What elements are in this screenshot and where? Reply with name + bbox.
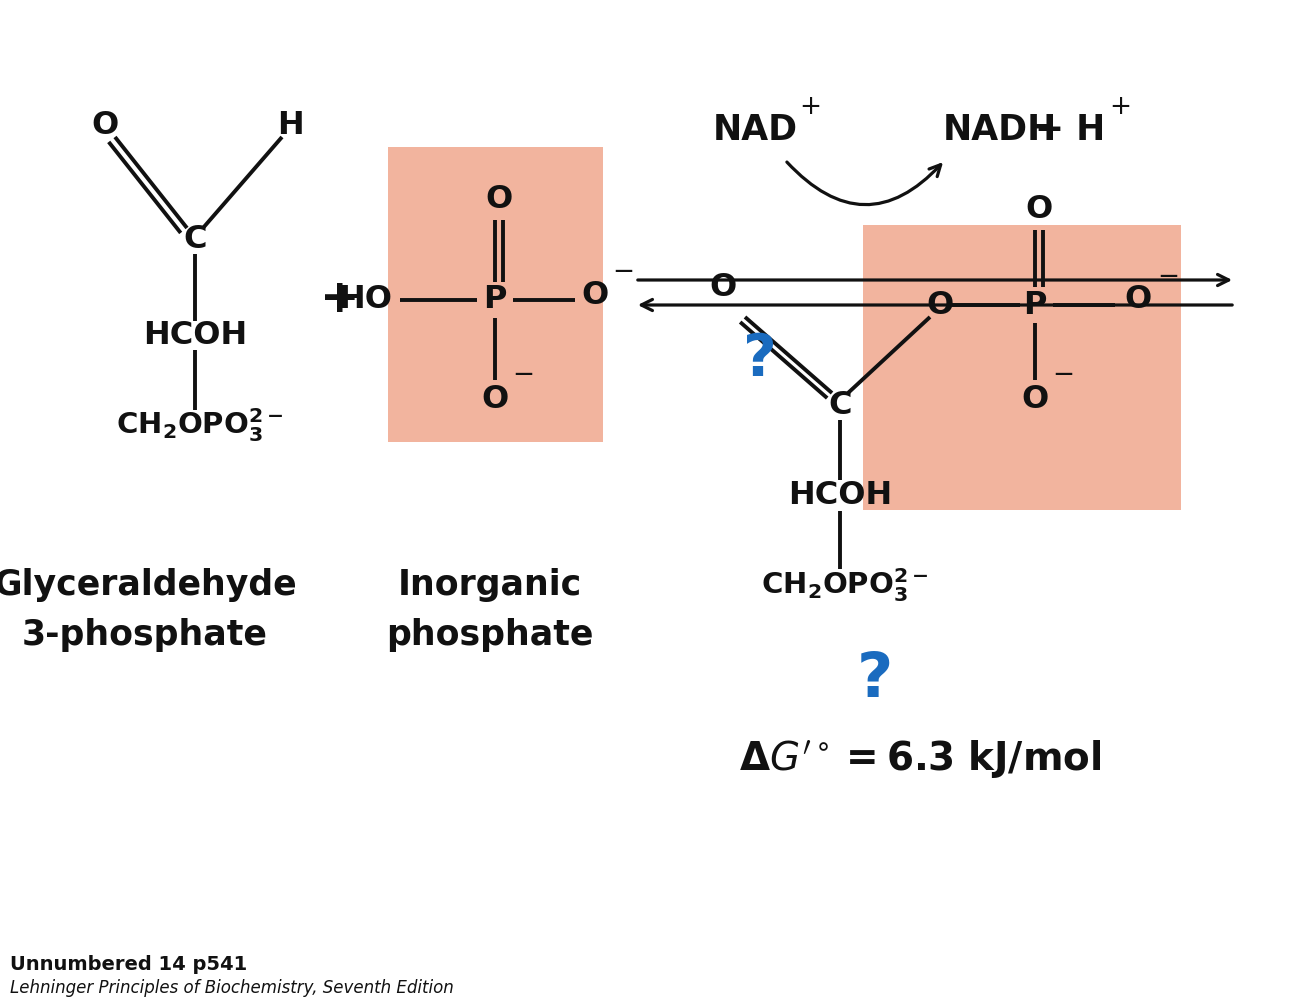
Text: Unnumbered 14 p541: Unnumbered 14 p541 [11,956,247,974]
Text: C: C [183,225,207,255]
Text: −: − [1157,264,1179,290]
Text: +: + [799,94,821,120]
Text: +: + [320,277,359,322]
Text: O: O [486,184,513,216]
Text: O: O [482,384,508,416]
Text: HO: HO [338,284,392,316]
Text: −: − [512,362,534,388]
Text: O: O [582,279,608,310]
Text: O: O [1025,194,1053,226]
Text: −: − [612,259,634,285]
Bar [863,225,1180,510]
Text: O: O [926,290,954,320]
Text: O: O [709,271,737,302]
Text: O: O [1021,384,1049,416]
Text: Inorganic: Inorganic [397,568,582,602]
Text: $\mathbf{CH_2OPO_3^{2-}}$: $\mathbf{CH_2OPO_3^{2-}}$ [116,406,283,444]
Text: 3-phosphate: 3-phosphate [22,618,268,652]
Text: HCOH: HCOH [788,480,892,510]
Text: ?: ? [744,332,776,388]
Text: phosphate: phosphate [387,618,594,652]
Text: O: O [1124,284,1152,316]
FancyArrowPatch shape [787,162,941,205]
Text: + H: + H [1034,113,1105,147]
Text: NAD: NAD [712,113,797,147]
Text: +: + [1109,94,1130,120]
Text: NADH: NADH [942,113,1057,147]
Bar [388,147,603,442]
Text: HCOH: HCOH [143,320,247,351]
Text: O: O [91,109,118,140]
Text: H: H [276,109,304,140]
Text: P: P [483,284,507,316]
Text: P: P [1024,290,1046,320]
Text: −: − [1051,362,1074,388]
Text: Lehninger Principles of Biochemistry, Seventh Edition: Lehninger Principles of Biochemistry, Se… [11,979,454,997]
Text: $\mathbf{\Delta \it{G}^{\prime \circ}}$$\mathbf{ = 6.3\ kJ/mol}$: $\mathbf{\Delta \it{G}^{\prime \circ}}$$… [738,739,1101,781]
Text: C: C [828,389,851,420]
Text: $\mathbf{CH_2OPO_3^{2-}}$: $\mathbf{CH_2OPO_3^{2-}}$ [762,566,929,604]
Text: ?: ? [857,650,894,710]
Text: Glyceraldehyde: Glyceraldehyde [0,568,297,602]
